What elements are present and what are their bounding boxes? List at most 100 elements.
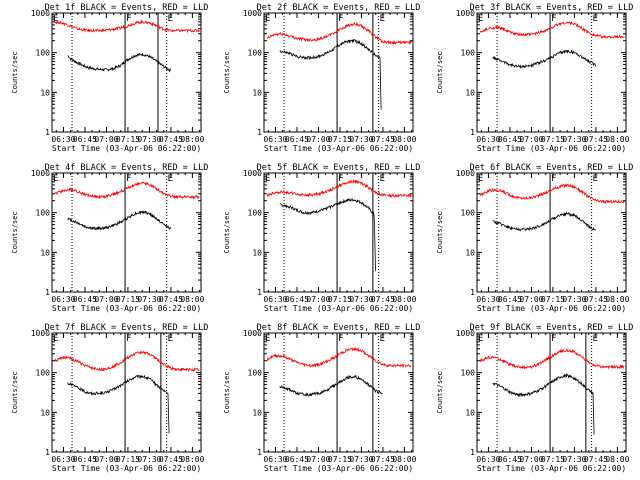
events-trace bbox=[67, 52, 171, 73]
x-tick-label: 06:45 bbox=[498, 295, 522, 304]
y-tick-label: 1000 bbox=[243, 9, 262, 18]
y-tick-label: 10 bbox=[465, 408, 475, 417]
x-tick-label: 06:45 bbox=[73, 135, 97, 144]
plot-frame bbox=[476, 172, 627, 293]
x-tick-label: 07:30 bbox=[349, 455, 373, 464]
x-axis-title: Start Time (03-Apr-06 06:22:00) bbox=[477, 144, 626, 153]
x-tick-label: 07:30 bbox=[137, 135, 161, 144]
y-tick-label: 100 bbox=[36, 49, 51, 58]
y-tick-label: 1000 bbox=[456, 329, 475, 338]
events-trace bbox=[279, 374, 383, 397]
x-tick-label: 07:00 bbox=[94, 135, 118, 144]
x-tick-label: 07:00 bbox=[306, 455, 330, 464]
panel-title: Det 8f BLACK = Events, RED = LLD bbox=[257, 323, 421, 333]
y-tick-label: 10 bbox=[40, 408, 50, 417]
x-tick-label: 07:15 bbox=[116, 295, 140, 304]
x-axis-title: Start Time (03-Apr-06 06:22:00) bbox=[477, 464, 626, 473]
y-tick-label: 1 bbox=[257, 288, 262, 297]
x-tick-label: 06:30 bbox=[476, 295, 500, 304]
y-tick-label: 10 bbox=[252, 88, 262, 97]
events-trace bbox=[67, 210, 171, 231]
plot-frame bbox=[263, 12, 414, 133]
events-trace bbox=[492, 49, 596, 69]
region-label: E bbox=[265, 334, 270, 344]
x-tick-label: 08:00 bbox=[605, 455, 629, 464]
y-axis-title: Counts/sec bbox=[223, 51, 231, 93]
x-tick-label: 07:30 bbox=[349, 135, 373, 144]
x-tick-label: 07:45 bbox=[371, 295, 395, 304]
region-label: F bbox=[126, 334, 131, 344]
y-tick-label: 1 bbox=[257, 128, 262, 137]
panel-title: Det 6f BLACK = Events, RED = LLD bbox=[470, 163, 634, 173]
x-tick-label: 07:15 bbox=[541, 455, 565, 464]
x-tick-label: 08:00 bbox=[392, 295, 416, 304]
y-tick-label: 10 bbox=[252, 248, 262, 257]
x-tick-label: 06:30 bbox=[476, 135, 500, 144]
events-trace bbox=[279, 38, 382, 110]
region-label: E bbox=[168, 174, 173, 184]
x-tick-label: 07:45 bbox=[159, 295, 183, 304]
events-trace bbox=[492, 373, 595, 435]
region-label: F bbox=[126, 174, 131, 184]
x-tick-label: 07:45 bbox=[584, 455, 608, 464]
x-tick-label: 06:30 bbox=[263, 455, 287, 464]
x-tick-label: 06:45 bbox=[285, 135, 309, 144]
region-label: E bbox=[593, 14, 598, 24]
y-tick-label: 100 bbox=[248, 369, 263, 378]
y-tick-label: 1 bbox=[470, 448, 475, 457]
lld-trace bbox=[266, 22, 412, 46]
region-label: E bbox=[53, 174, 58, 184]
lld-trace bbox=[479, 348, 625, 370]
region-label: E bbox=[478, 334, 483, 344]
region-label: E bbox=[265, 14, 270, 24]
plot-frame bbox=[476, 12, 627, 133]
y-tick-label: 10 bbox=[465, 88, 475, 97]
region-label: F bbox=[551, 14, 556, 24]
x-axis-title: Start Time (03-Apr-06 06:22:00) bbox=[52, 464, 201, 473]
y-tick-label: 100 bbox=[461, 49, 476, 58]
region-label: F bbox=[338, 14, 343, 24]
lld-trace bbox=[54, 181, 200, 200]
y-tick-label: 1000 bbox=[31, 169, 50, 178]
plot-frame bbox=[263, 332, 414, 453]
x-tick-label: 07:00 bbox=[519, 455, 543, 464]
region-label: E bbox=[593, 174, 598, 184]
y-axis-title: Counts/sec bbox=[11, 51, 19, 93]
lld-trace bbox=[266, 346, 412, 369]
x-tick-label: 07:30 bbox=[562, 455, 586, 464]
x-tick-label: 08:00 bbox=[392, 135, 416, 144]
region-label: E bbox=[478, 14, 483, 24]
x-axis-title: Start Time (03-Apr-06 06:22:00) bbox=[264, 144, 413, 153]
y-tick-label: 100 bbox=[461, 209, 476, 218]
y-tick-label: 1 bbox=[45, 448, 50, 457]
region-label: F bbox=[338, 334, 343, 344]
panel-title: Det 4f BLACK = Events, RED = LLD bbox=[45, 163, 209, 173]
x-tick-label: 08:00 bbox=[392, 455, 416, 464]
x-tick-label: 07:30 bbox=[562, 295, 586, 304]
y-tick-label: 1000 bbox=[456, 169, 475, 178]
x-tick-label: 08:00 bbox=[180, 295, 204, 304]
x-tick-label: 07:00 bbox=[94, 295, 118, 304]
y-tick-label: 100 bbox=[36, 369, 51, 378]
x-tick-label: 06:45 bbox=[73, 295, 97, 304]
x-tick-label: 07:15 bbox=[116, 455, 140, 464]
lld-trace bbox=[54, 350, 200, 373]
y-tick-label: 10 bbox=[40, 248, 50, 257]
x-tick-label: 07:30 bbox=[137, 455, 161, 464]
x-tick-label: 07:30 bbox=[137, 295, 161, 304]
x-tick-label: 07:45 bbox=[159, 135, 183, 144]
y-tick-label: 1 bbox=[257, 448, 262, 457]
region-label: E bbox=[380, 174, 385, 184]
panel-title: Det 9f BLACK = Events, RED = LLD bbox=[470, 323, 634, 333]
x-tick-label: 08:00 bbox=[180, 135, 204, 144]
x-tick-label: 06:45 bbox=[285, 455, 309, 464]
y-tick-label: 1000 bbox=[31, 329, 50, 338]
region-label: E bbox=[380, 14, 385, 24]
region-label: E bbox=[478, 174, 483, 184]
x-tick-label: 06:30 bbox=[51, 455, 75, 464]
x-tick-label: 07:45 bbox=[584, 135, 608, 144]
x-tick-label: 08:00 bbox=[180, 455, 204, 464]
x-tick-label: 06:45 bbox=[498, 135, 522, 144]
y-axis-title: Counts/sec bbox=[223, 371, 231, 413]
